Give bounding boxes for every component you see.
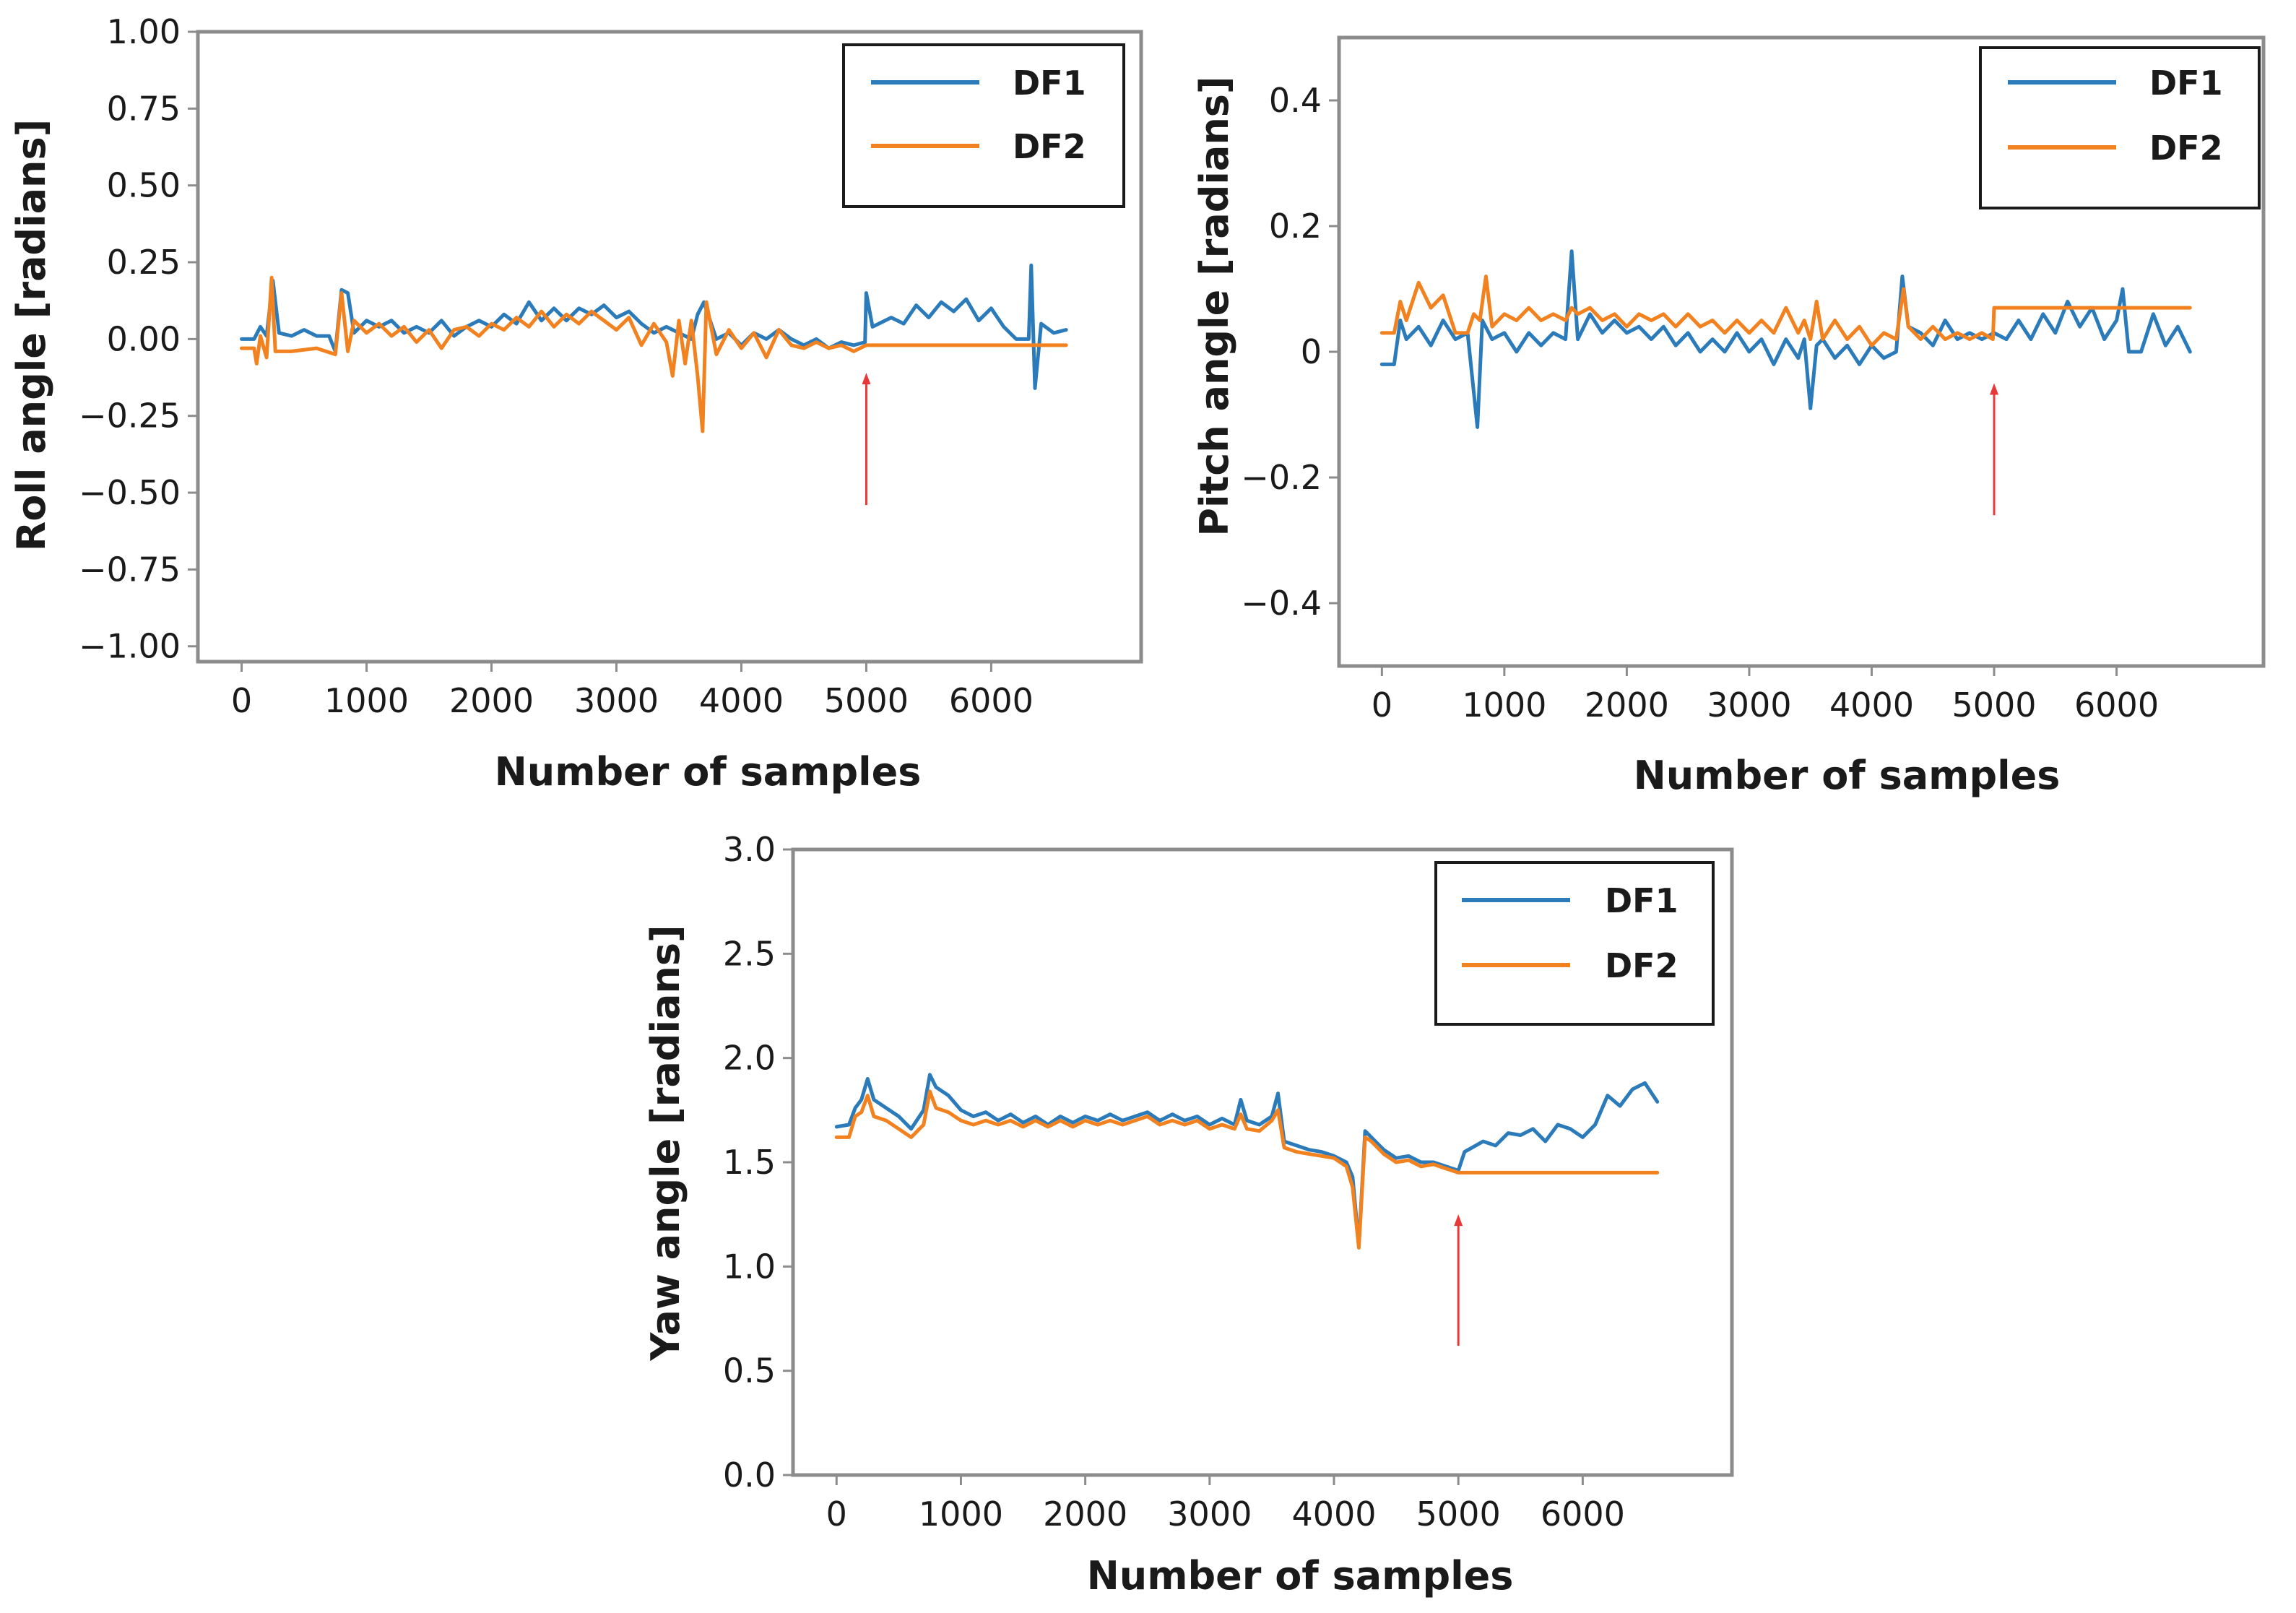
yaw-y-axis-label: Yaw angle [radians] xyxy=(643,925,688,1361)
pitch-y-tick-label: 0.4 xyxy=(1269,81,1322,120)
roll-x-tick-label: 3000 xyxy=(574,681,659,720)
yaw-series-df2 xyxy=(834,1089,1660,1250)
roll-y-tick-label: −0.50 xyxy=(79,473,181,512)
yaw-chart: Yaw angle [radians] Number of samples 0 1… xyxy=(643,830,1734,1599)
roll-y-tick-label: 0.50 xyxy=(107,166,181,205)
yaw-y-tick-label: 0.5 xyxy=(723,1352,776,1391)
pitch-annotation-arrowhead xyxy=(1990,383,1999,395)
pitch-x-tick-label: 2000 xyxy=(1585,686,1669,725)
pitch-series-df2 xyxy=(1379,274,2192,347)
pitch-x-tick-label: 1000 xyxy=(1462,686,1546,725)
pitch-x-tick-label: 6000 xyxy=(2074,686,2159,725)
roll-x-tick-label: 5000 xyxy=(824,681,909,720)
pitch-series-df1 xyxy=(1379,249,2192,429)
yaw-legend-label-df2: DF2 xyxy=(1605,946,1678,985)
yaw-legend-label-df1: DF1 xyxy=(1605,881,1678,920)
yaw-plot-frame xyxy=(791,847,1734,1477)
yaw-y-tick-label: 2.5 xyxy=(723,934,776,973)
roll-annotation-arrowhead xyxy=(862,373,871,385)
roll-y-tick-label: 0.75 xyxy=(107,89,181,128)
yaw-x-tick-label: 5000 xyxy=(1416,1495,1501,1534)
pitch-x-axis-label: Number of samples xyxy=(1634,753,2061,798)
pitch-y-tick-label: 0.2 xyxy=(1269,207,1322,246)
yaw-x-axis-label: Number of samples xyxy=(1087,1553,1514,1599)
pitch-legend: DF1 DF2 xyxy=(1979,46,2261,209)
roll-y-tick-label: −0.25 xyxy=(79,397,181,436)
yaw-x-tick-label: 0 xyxy=(826,1495,847,1534)
pitch-chart: Pitch angle [radians] Number of samples … xyxy=(1192,35,2266,798)
pitch-legend-label-df1: DF1 xyxy=(2149,64,2223,103)
pitch-x-tick-label: 0 xyxy=(1372,686,1392,725)
roll-x-tick-label: 4000 xyxy=(699,681,784,720)
yaw-x-tick-label: 4000 xyxy=(1291,1495,1376,1534)
pitch-y-tick-label: −0.4 xyxy=(1241,584,1322,623)
yaw-y-tick-label: 0.0 xyxy=(723,1456,776,1495)
yaw-y-tick-label: 1.5 xyxy=(723,1143,776,1182)
roll-x-tick-label: 2000 xyxy=(449,681,534,720)
roll-legend-label-df2: DF2 xyxy=(1013,127,1086,166)
pitch-legend-box xyxy=(1979,46,2261,209)
roll-series-df1 xyxy=(240,263,1068,390)
roll-legend-label-df1: DF1 xyxy=(1013,64,1086,103)
roll-series-df2 xyxy=(240,275,1068,433)
yaw-annotation-arrowhead xyxy=(1454,1214,1463,1227)
roll-x-tick-label: 6000 xyxy=(949,681,1034,720)
pitch-x-tick-label: 4000 xyxy=(1829,686,1914,725)
yaw-y-tick-label: 1.0 xyxy=(723,1247,776,1286)
pitch-y-axis-label: Pitch angle [radians] xyxy=(1192,76,1237,536)
pitch-y-tick-label: 0 xyxy=(1301,332,1322,371)
roll-x-tick-label: 1000 xyxy=(324,681,409,720)
roll-x-axis-label: Number of samples xyxy=(495,749,922,795)
roll-y-axis-label: Roll angle [radians] xyxy=(9,119,54,552)
roll-y-tick-label: 1.00 xyxy=(107,12,181,51)
pitch-x-tick-label: 5000 xyxy=(1951,686,2036,725)
yaw-y-tick-label: 2.0 xyxy=(723,1039,776,1078)
roll-chart: Roll angle [radians] Number of samples 0… xyxy=(9,12,1143,795)
yaw-legend-box xyxy=(1434,861,1715,1026)
yaw-y-tick-label: 3.0 xyxy=(723,830,776,869)
pitch-plot-frame xyxy=(1337,35,2266,668)
roll-y-tick-label: 0.25 xyxy=(107,243,181,282)
pitch-x-tick-label: 3000 xyxy=(1707,686,1791,725)
pitch-legend-label-df2: DF2 xyxy=(2149,129,2223,168)
yaw-legend: DF1 DF2 xyxy=(1434,861,1715,1026)
yaw-series-df1 xyxy=(834,1073,1660,1247)
roll-legend: DF1 DF2 xyxy=(842,43,1125,208)
yaw-x-tick-label: 2000 xyxy=(1043,1495,1127,1534)
roll-plot-frame xyxy=(196,30,1143,664)
roll-y-tick-label: −0.75 xyxy=(79,550,181,589)
roll-x-tick-label: 0 xyxy=(231,681,252,720)
yaw-x-tick-label: 1000 xyxy=(919,1495,1003,1534)
yaw-x-tick-label: 3000 xyxy=(1167,1495,1252,1534)
roll-y-tick-label: −1.00 xyxy=(79,627,181,666)
yaw-x-tick-label: 6000 xyxy=(1541,1495,1625,1534)
roll-y-tick-label: 0.00 xyxy=(107,319,181,358)
pitch-y-tick-label: −0.2 xyxy=(1241,458,1322,497)
roll-legend-box xyxy=(842,43,1125,208)
